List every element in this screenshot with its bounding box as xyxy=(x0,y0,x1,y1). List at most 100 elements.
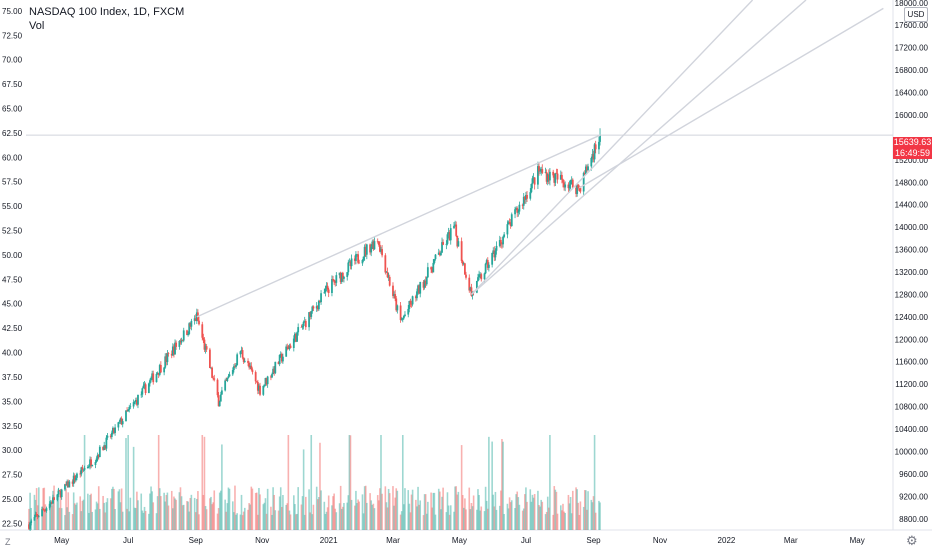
candle-body xyxy=(348,261,351,263)
candle-body xyxy=(396,305,399,311)
candle-body xyxy=(332,279,334,281)
candle-body xyxy=(594,144,597,150)
candle-body xyxy=(529,192,532,199)
volume-bar xyxy=(409,512,412,530)
right-price-axis[interactable]: 18000.00 17600.00 17200.00 16800.00 16400.00… xyxy=(892,0,929,530)
candle-body xyxy=(341,272,344,279)
volume-bar xyxy=(502,441,504,530)
trendline-3 xyxy=(470,0,754,295)
currency-badge[interactable]: USD xyxy=(904,7,928,22)
volume-bar xyxy=(564,512,566,530)
candle-body xyxy=(265,378,268,385)
candle-body xyxy=(556,173,559,180)
candle-body xyxy=(494,250,497,258)
candle-body xyxy=(583,172,586,175)
candle-body xyxy=(274,361,277,374)
volume-bar xyxy=(369,493,371,530)
candle-body xyxy=(424,280,427,285)
candle-body xyxy=(433,259,436,263)
volume-bar xyxy=(537,490,539,530)
volume-bar xyxy=(325,511,328,530)
left-price-axis[interactable]: 75.00 72.50 70.00 67.50 65.00 62.50 60.00 57.50… xyxy=(2,7,23,528)
volume-bar xyxy=(91,511,94,530)
candle-body xyxy=(285,346,288,357)
volume-bar xyxy=(448,514,451,530)
candle-body xyxy=(592,153,595,160)
candle-body xyxy=(326,285,329,290)
candle-body xyxy=(582,172,585,192)
candle-body xyxy=(514,209,516,215)
volume-bar xyxy=(106,498,109,530)
volume-bar xyxy=(259,494,261,530)
candle-body xyxy=(584,166,587,175)
volume-bar xyxy=(87,493,89,530)
volume-bar xyxy=(400,511,403,530)
volume-bar xyxy=(251,488,254,530)
time-axis-tick-label: May xyxy=(54,536,69,545)
candle-body xyxy=(248,362,251,368)
candle-body xyxy=(541,169,544,173)
volume-indicator-label[interactable]: Vol xyxy=(29,20,45,32)
candle-body xyxy=(402,315,405,319)
volume-bar xyxy=(461,495,464,530)
volume-bar xyxy=(563,511,565,530)
volume-bar xyxy=(99,508,101,530)
candle-body xyxy=(103,445,106,450)
volume-bar xyxy=(274,510,277,530)
volume-bar xyxy=(150,486,152,530)
volume-bar xyxy=(75,504,77,530)
candle-body xyxy=(95,458,98,462)
volume-bar xyxy=(434,514,437,530)
candle-body xyxy=(448,232,451,241)
candle-body xyxy=(106,435,109,438)
candle-body xyxy=(310,311,313,317)
volume-bar xyxy=(196,498,198,530)
volume-bar xyxy=(197,491,199,530)
candle-body xyxy=(347,262,350,273)
volume-bar xyxy=(386,507,389,530)
candle-body xyxy=(35,514,38,515)
time-axis-tick-label: Jul xyxy=(123,536,133,545)
right-axis-tick-label: 14800.00 xyxy=(895,178,929,187)
volume-bar xyxy=(586,509,588,530)
candle-body xyxy=(387,276,390,278)
candle-body xyxy=(455,224,458,236)
candle-body xyxy=(128,406,131,410)
time-axis[interactable]: May Jul Sep Nov 2021 Mar May Jul Sep Nov 2022 Mar Ma… xyxy=(0,529,932,545)
candle-body xyxy=(36,514,39,517)
gear-icon[interactable]: ⚙ xyxy=(906,533,918,548)
volume-bar xyxy=(282,495,284,530)
volume-bar xyxy=(585,490,587,530)
volume-bar xyxy=(308,489,310,530)
candle-body xyxy=(81,467,84,470)
candle-body xyxy=(288,345,291,350)
candle-body xyxy=(205,346,208,350)
symbol-label[interactable]: NASDAQ 100 Index, 1D, FXCM xyxy=(29,6,185,18)
candle-body xyxy=(453,225,455,229)
volume-bar xyxy=(180,496,183,530)
volume-bar xyxy=(370,500,372,530)
candle-body xyxy=(407,308,410,315)
candle-body xyxy=(175,342,178,347)
volume-bar xyxy=(231,501,234,530)
candle-body xyxy=(49,502,52,504)
volume-bar xyxy=(304,496,307,530)
trendlines[interactable] xyxy=(26,0,893,318)
timezone-corner-label[interactable]: Z xyxy=(5,537,11,547)
candle-body xyxy=(460,241,463,261)
candle-body xyxy=(44,510,47,511)
left-axis-tick-label: 42.50 xyxy=(2,324,23,333)
candle-body xyxy=(563,182,565,188)
volume-bar xyxy=(148,513,150,530)
candle-body xyxy=(60,489,63,498)
candle-body xyxy=(469,287,472,291)
volume-bar xyxy=(486,508,489,530)
volume-bar xyxy=(80,511,83,530)
candle-body xyxy=(361,259,364,264)
volume-bar xyxy=(492,494,495,530)
candle-body xyxy=(506,224,509,235)
time-axis-tick-label: Mar xyxy=(784,536,798,545)
candle-body xyxy=(144,384,147,394)
candle-body xyxy=(575,187,577,194)
